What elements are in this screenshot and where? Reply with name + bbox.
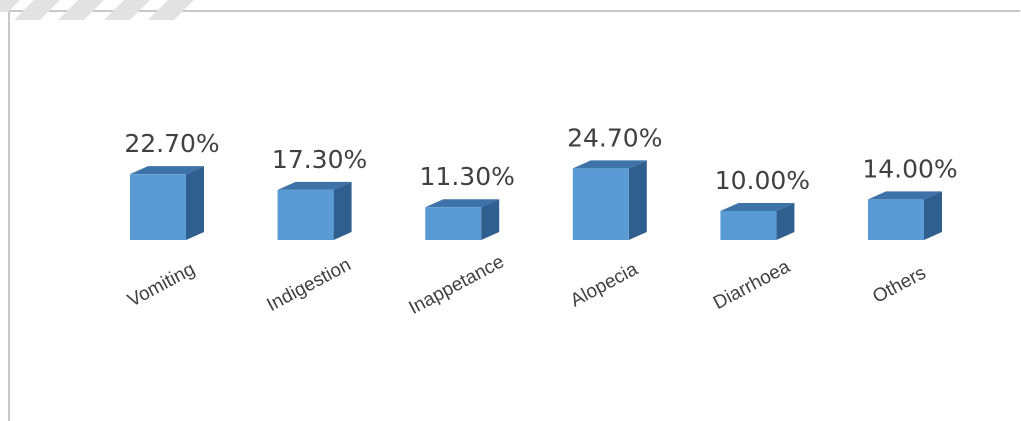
value-label-alopecia: 24.70% (567, 123, 662, 152)
bar-vomiting (130, 166, 204, 240)
bar-top-face (425, 199, 500, 208)
bar-front-face (720, 211, 777, 240)
category-labels-layer: Vomiting Indigestion Inappetance Alopecia Di… (124, 251, 929, 319)
bar-top-face (572, 160, 647, 169)
category-label-alopecia: Alopecia (567, 259, 642, 312)
bar-top-face (130, 166, 204, 175)
value-label-others: 14.00% (862, 154, 957, 183)
bars-layer (130, 160, 942, 240)
value-label-indigestion: 17.30% (272, 145, 367, 174)
bar-front-face (868, 199, 924, 240)
bar-alopecia (572, 160, 647, 240)
value-label-diarrhoea: 10.00% (715, 166, 810, 195)
bar-side-face (186, 166, 204, 240)
category-label-indigestion: Indigestion (264, 254, 355, 316)
bar-side-face (333, 181, 352, 240)
category-label-vomiting: Vomiting (124, 259, 198, 312)
bar-others (868, 191, 942, 240)
bar-diarrhoea (720, 203, 795, 240)
bar-top-face (720, 203, 795, 211)
category-label-diarrhoea: Diarrhoea (710, 256, 794, 314)
bar-side-face (481, 199, 500, 240)
bar-indigestion (277, 181, 352, 240)
bar-inappetance (425, 199, 500, 240)
bar-front-face (572, 168, 629, 240)
bar-side-face (924, 191, 942, 240)
value-labels-layer: 22.70% 17.30% 11.30% 24.70% 10.00% 14.00% (124, 123, 957, 195)
category-label-inappetance: Inappetance (406, 251, 508, 319)
bar-front-face (425, 207, 482, 240)
bar-front-face (277, 189, 334, 240)
value-label-vomiting: 22.70% (124, 129, 219, 158)
bar-top-face (868, 191, 942, 200)
bar-front-face (130, 174, 186, 240)
bar-top-face (277, 181, 352, 190)
bar-side-face (776, 203, 795, 240)
bar-side-face (628, 160, 647, 240)
value-label-inappetance: 11.30% (420, 162, 515, 191)
corner-stripe-decoration (0, 0, 194, 20)
category-label-others: Others (869, 262, 929, 307)
